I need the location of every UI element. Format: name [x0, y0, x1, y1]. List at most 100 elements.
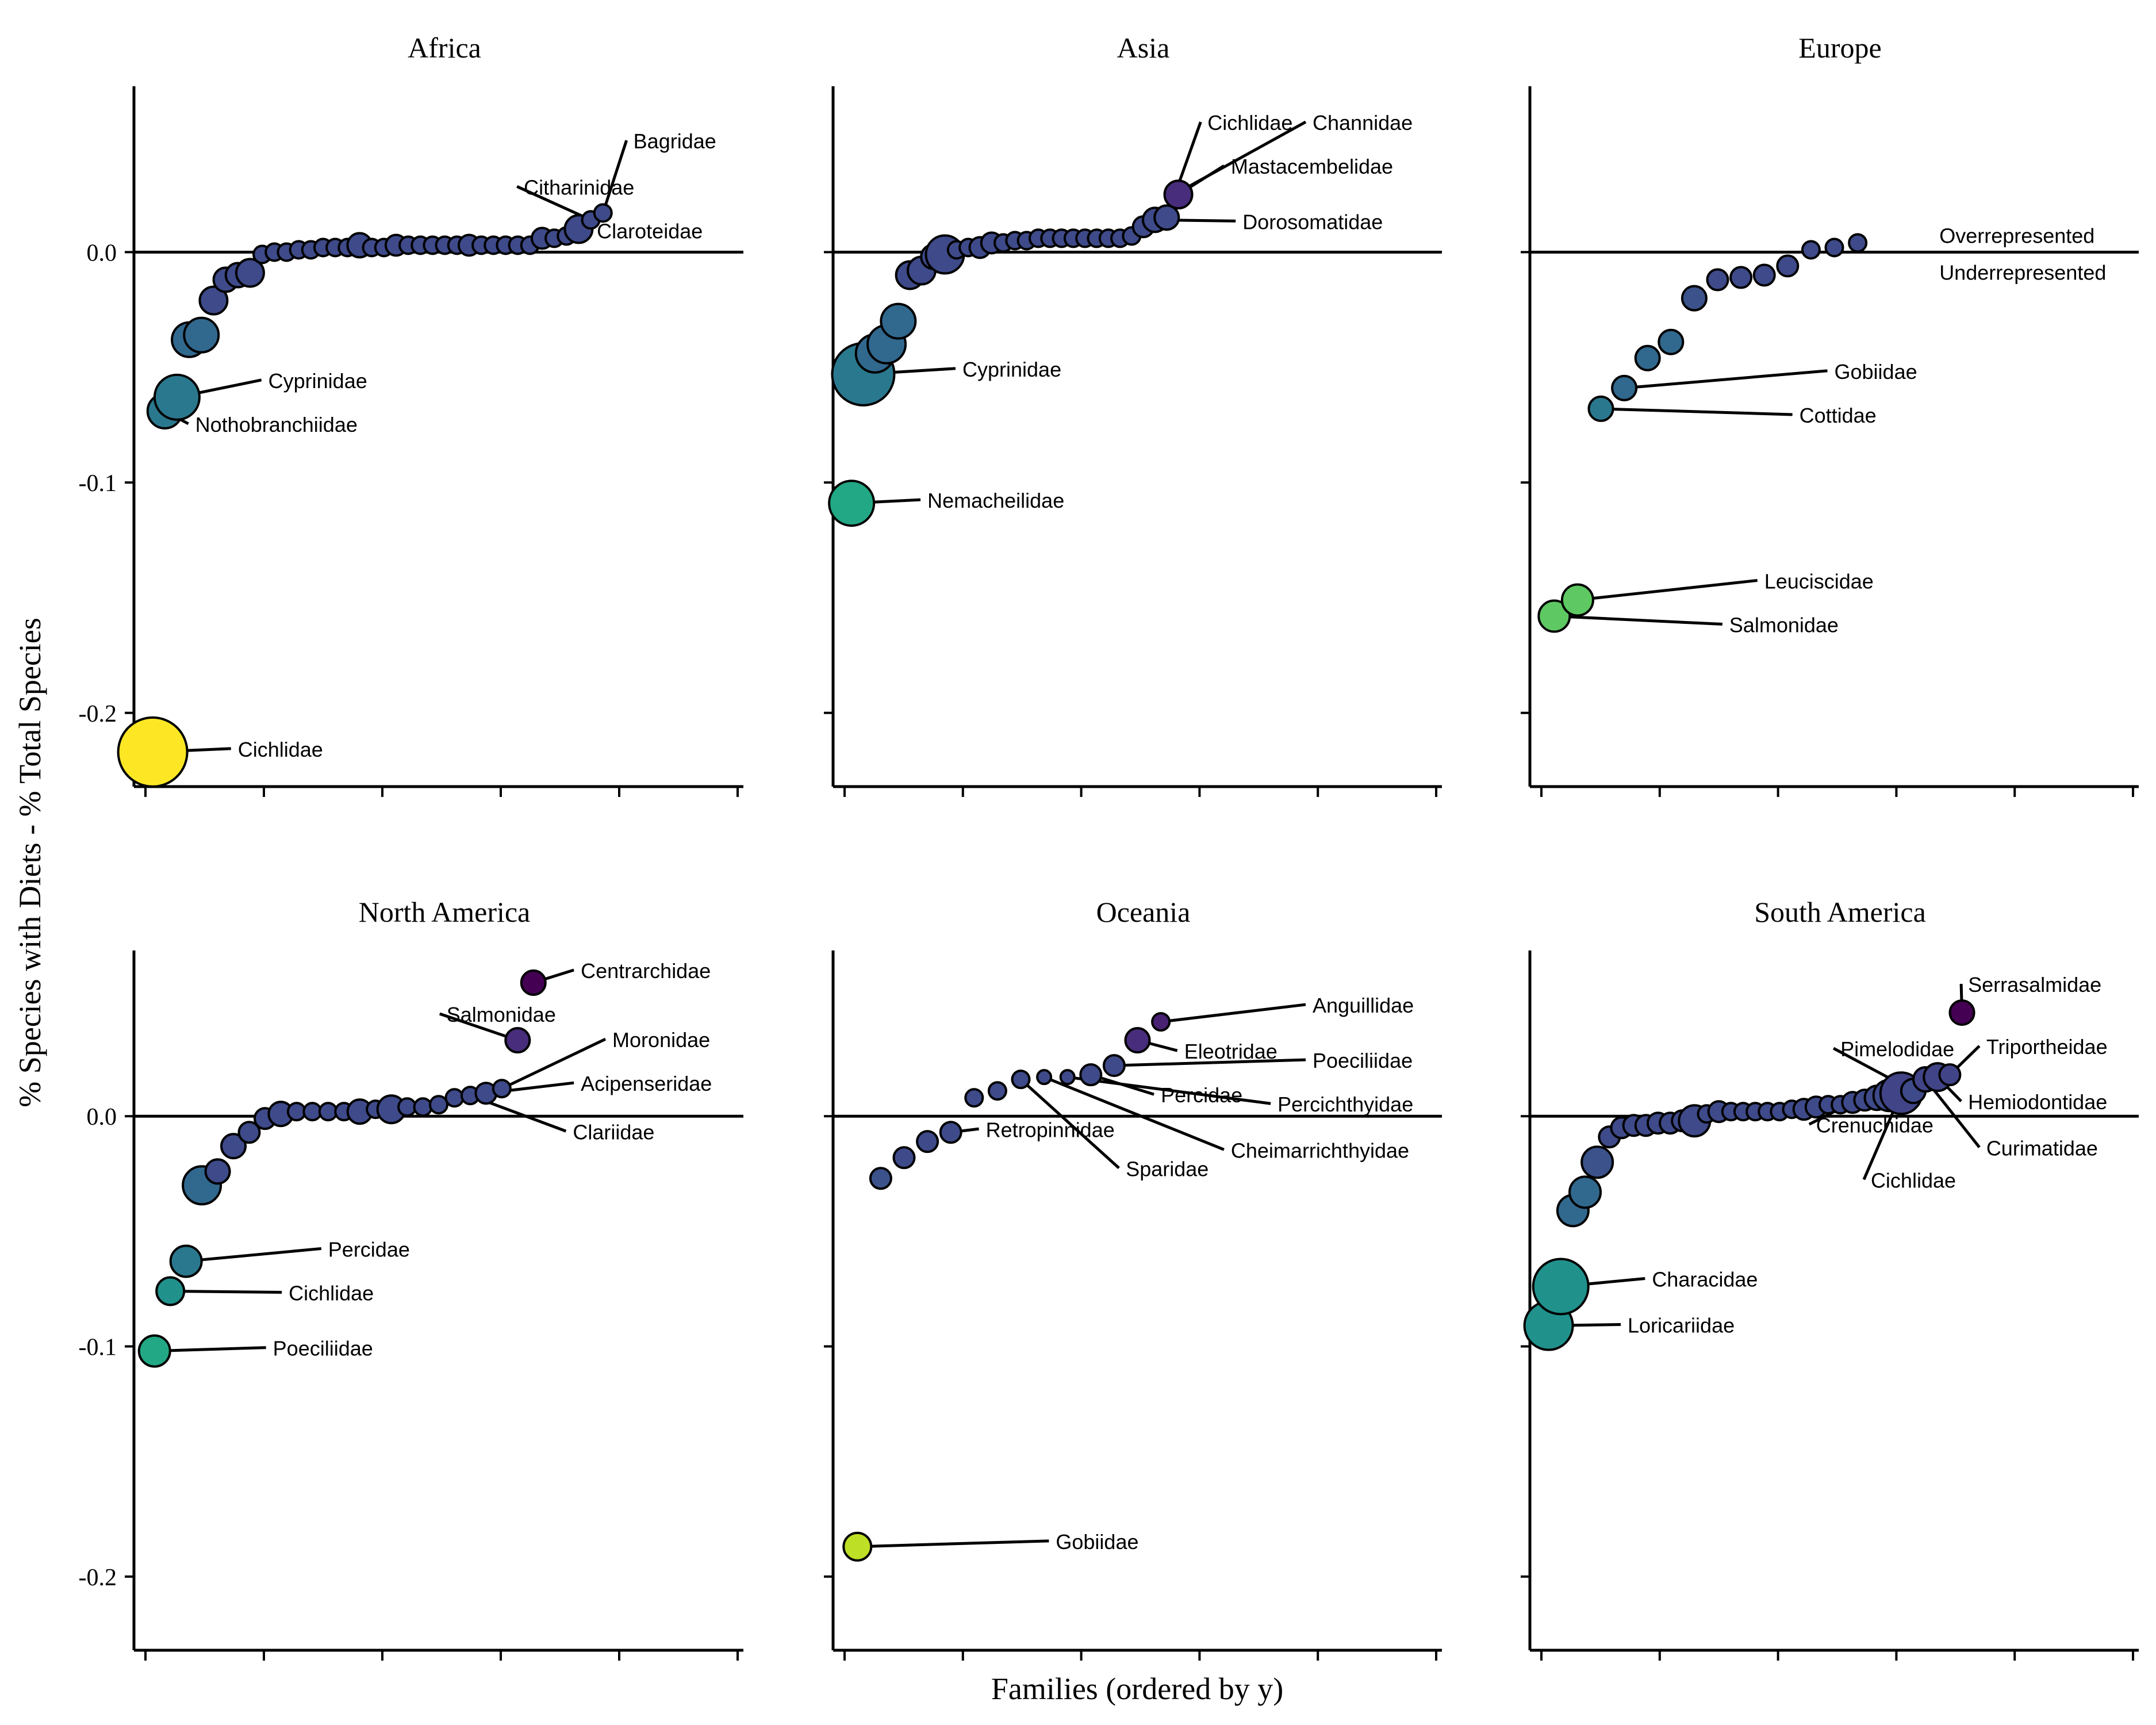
y-tick-label: -0.2	[79, 1565, 117, 1591]
panel-title: Oceania	[1096, 896, 1191, 928]
family-label: Crenuchidae	[1816, 1113, 1934, 1137]
data-point	[1059, 1069, 1076, 1086]
data-point	[1634, 344, 1661, 371]
family-label: Cichlidae	[1871, 1168, 1956, 1192]
panel-title: South America	[1754, 896, 1926, 928]
panel-asia: Asia Nemacheilidae Cyprinidae Dorosomatidae…	[824, 32, 1442, 797]
data-point	[1151, 1012, 1171, 1032]
data-point	[842, 1531, 873, 1562]
y-tick-label: 0.0	[87, 1104, 117, 1130]
data-point	[1102, 1054, 1126, 1078]
data-point	[1532, 1258, 1590, 1316]
family-label: Citharinidae	[524, 175, 634, 199]
data-point	[444, 1088, 465, 1108]
label-leader-line	[601, 140, 628, 214]
data-point	[1580, 1145, 1614, 1179]
label-leader-line	[170, 1289, 282, 1294]
family-label: Cottidae	[1800, 404, 1877, 427]
label-leader-line	[1577, 578, 1758, 601]
family-label: Percichthyidae	[1278, 1092, 1413, 1116]
y-tick-label: -0.1	[79, 470, 117, 497]
panel-north-america: North America -0.2 -0.1 0.0 Poeciliidae Cichl…	[79, 896, 743, 1661]
family-label: Curimatidae	[1986, 1136, 2098, 1160]
family-label: Salmonidae	[1729, 614, 1839, 637]
data-point	[880, 302, 917, 340]
family-label: Gobiidae	[1056, 1530, 1138, 1554]
data-point	[939, 1121, 962, 1144]
family-label: Acipenseridae	[581, 1072, 712, 1095]
data-point	[429, 1095, 448, 1115]
annotation-label: Overrepresented	[1939, 224, 2094, 247]
panel-title: Europe	[1798, 32, 1881, 64]
family-label: Cichlidae	[1207, 111, 1292, 135]
data-point	[492, 1079, 512, 1099]
data-point	[1587, 395, 1614, 422]
data-point	[1124, 1027, 1151, 1054]
label-leader-line	[857, 1539, 1049, 1548]
data-point	[1752, 263, 1776, 287]
family-label: Bagridae	[634, 129, 716, 153]
label-leader-line	[1044, 1075, 1225, 1151]
data-point	[183, 316, 220, 354]
data-point	[1729, 266, 1753, 289]
data-point	[828, 480, 876, 527]
panel-south-america: South America Loricariidae Characidae Crenu…	[1521, 896, 2139, 1661]
data-point	[1611, 374, 1638, 401]
data-point	[137, 1334, 171, 1368]
data-point	[593, 203, 613, 223]
data-point	[892, 1146, 916, 1170]
label-leader-line	[1177, 120, 1307, 194]
data-point	[1036, 1069, 1053, 1086]
data-point	[964, 1088, 984, 1108]
panel-oceania: Oceania Gobiidae Retropinnidae Sparidae Chei…	[824, 896, 1442, 1661]
label-leader-line	[501, 1037, 607, 1090]
family-label: Hemiodontidae	[1968, 1090, 2107, 1114]
family-label: Nemacheilidae	[927, 489, 1064, 512]
panels: Africa -0.2 -0.1 0.0 Cichlidae Nothobranchiid…	[79, 32, 2139, 1661]
family-label: Mastacembelidae	[1231, 155, 1393, 178]
label-leader-line	[1554, 615, 1723, 626]
panel-title: North America	[359, 896, 531, 928]
y-tick-label: 0.0	[87, 240, 117, 266]
data-point	[1658, 328, 1685, 355]
family-label: Poeciliidae	[273, 1337, 373, 1360]
y-tick-label: -0.2	[79, 701, 117, 727]
data-point	[1537, 599, 1571, 633]
data-point	[520, 969, 547, 996]
panel-title: Asia	[1117, 32, 1170, 64]
data-point	[1011, 1070, 1031, 1090]
panel-europe: Europe Salmonidae Leuciscidae Cottidae Gobii…	[1521, 32, 2139, 797]
family-label: Percidae	[328, 1237, 410, 1261]
data-point	[869, 1167, 892, 1190]
data-point	[1681, 285, 1708, 312]
family-label: Cheimarrichthyidae	[1231, 1138, 1409, 1162]
data-point	[153, 373, 201, 421]
data-point	[1568, 1175, 1602, 1209]
data-point	[1824, 237, 1844, 258]
family-label: Cyprinidae	[962, 358, 1061, 381]
panel-title: Africa	[408, 32, 481, 64]
data-point	[220, 1133, 247, 1160]
data-point	[1163, 179, 1194, 210]
data-point	[235, 258, 265, 288]
family-label: Serrasalmidae	[1968, 973, 2101, 996]
label-leader-line	[154, 1346, 266, 1353]
family-label: Triportheidae	[1986, 1035, 2108, 1059]
data-point	[169, 1244, 203, 1278]
label-leader-line	[1019, 1078, 1120, 1170]
family-label: Nothobranchiidae	[195, 413, 358, 436]
family-label: Salmonidae	[447, 1003, 556, 1026]
data-point	[1079, 1063, 1103, 1087]
family-label: Centrarchidae	[581, 959, 711, 983]
family-label: Gobiidae	[1835, 360, 1917, 384]
y-axis-title: % Species with Diets - % Total Species	[13, 618, 47, 1107]
data-point	[1153, 204, 1180, 231]
data-point	[987, 1081, 1007, 1101]
label-leader-line	[1601, 407, 1793, 416]
family-label: Pimelodidae	[1840, 1037, 1954, 1061]
data-point	[204, 1158, 231, 1185]
label-leader-line	[1067, 1075, 1271, 1105]
label-leader-line	[1160, 1003, 1306, 1023]
family-label: Moronidae	[612, 1028, 710, 1052]
